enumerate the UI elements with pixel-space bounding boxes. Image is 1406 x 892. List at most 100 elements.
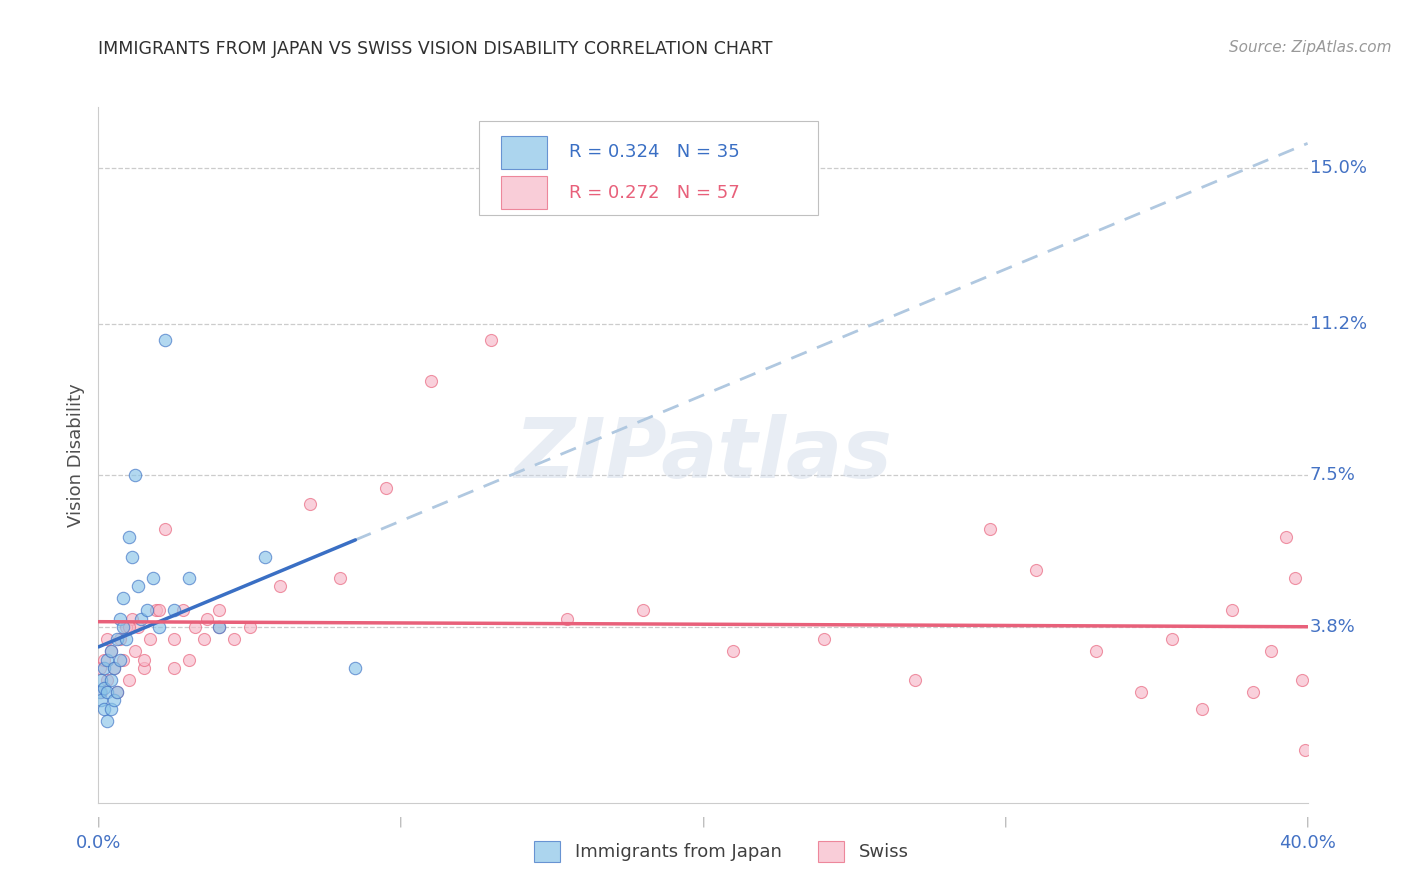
Point xyxy=(135,603,157,617)
Point xyxy=(118,620,141,634)
Point xyxy=(96,673,118,687)
Point xyxy=(127,620,149,634)
Point xyxy=(142,571,165,585)
Point xyxy=(153,522,176,536)
Point xyxy=(96,685,118,699)
Point xyxy=(979,522,1001,536)
Text: 15.0%: 15.0% xyxy=(1310,160,1367,178)
Point xyxy=(93,661,115,675)
Point xyxy=(132,652,155,666)
Point xyxy=(1294,742,1316,756)
Point xyxy=(121,550,143,565)
Point xyxy=(108,612,131,626)
Point xyxy=(1241,685,1264,699)
FancyBboxPatch shape xyxy=(479,121,818,215)
Point xyxy=(124,644,146,658)
Point xyxy=(163,632,186,646)
Text: Immigrants from Japan: Immigrants from Japan xyxy=(575,843,782,861)
Point xyxy=(103,661,125,675)
Text: 40.0%: 40.0% xyxy=(1279,834,1336,852)
Point xyxy=(904,673,927,687)
Point xyxy=(111,652,134,666)
Point xyxy=(329,571,352,585)
Point xyxy=(1085,644,1108,658)
Point xyxy=(163,661,186,675)
Point xyxy=(1260,644,1282,658)
Point xyxy=(89,661,111,675)
Point xyxy=(89,685,111,699)
Point xyxy=(177,652,201,666)
Point xyxy=(129,612,152,626)
Text: 11.2%: 11.2% xyxy=(1310,315,1367,333)
Point xyxy=(1191,701,1213,715)
Point xyxy=(111,591,134,606)
Point xyxy=(100,644,122,658)
Point xyxy=(195,612,218,626)
Point xyxy=(631,603,654,617)
Point xyxy=(111,620,134,634)
Point xyxy=(148,603,170,617)
Point xyxy=(103,693,125,707)
Point xyxy=(108,632,131,646)
Bar xyxy=(818,841,845,862)
Point xyxy=(127,579,149,593)
Point xyxy=(118,673,141,687)
Point xyxy=(100,644,122,658)
Point xyxy=(90,693,112,707)
Text: 7.5%: 7.5% xyxy=(1310,467,1355,484)
Point xyxy=(177,571,201,585)
Point xyxy=(132,661,155,675)
Text: Source: ZipAtlas.com: Source: ZipAtlas.com xyxy=(1229,40,1392,55)
Point xyxy=(96,632,118,646)
Point xyxy=(813,632,835,646)
Point xyxy=(1160,632,1182,646)
Point xyxy=(163,603,186,617)
Point xyxy=(108,652,131,666)
Point xyxy=(103,661,125,675)
Text: ZIPatlas: ZIPatlas xyxy=(515,415,891,495)
Point xyxy=(208,620,231,634)
Point xyxy=(96,714,118,728)
Text: |: | xyxy=(702,817,704,827)
Point xyxy=(148,620,170,634)
Point xyxy=(124,468,146,483)
Point xyxy=(114,620,136,634)
Point xyxy=(239,620,262,634)
Point xyxy=(100,673,122,687)
Y-axis label: Vision Disability: Vision Disability xyxy=(66,383,84,527)
Point xyxy=(419,374,441,388)
Point xyxy=(93,681,115,696)
Point xyxy=(1275,530,1298,544)
Point xyxy=(1130,685,1153,699)
Point xyxy=(118,530,141,544)
Point xyxy=(96,652,118,666)
Bar xyxy=(501,176,547,210)
Text: |: | xyxy=(1306,817,1309,827)
Point xyxy=(105,632,128,646)
Text: |: | xyxy=(97,817,100,827)
Point xyxy=(105,685,128,699)
Point xyxy=(93,701,115,715)
Point xyxy=(153,334,176,348)
Point xyxy=(100,701,122,715)
Point xyxy=(114,632,136,646)
Point xyxy=(1220,603,1243,617)
Point xyxy=(374,481,396,495)
Point xyxy=(344,661,367,675)
Point xyxy=(269,579,291,593)
Bar xyxy=(501,136,547,169)
Point xyxy=(184,620,207,634)
Point xyxy=(208,620,231,634)
Point xyxy=(121,612,143,626)
Point xyxy=(90,673,112,687)
Point xyxy=(481,334,503,348)
Text: Swiss: Swiss xyxy=(859,843,910,861)
Text: IMMIGRANTS FROM JAPAN VS SWISS VISION DISABILITY CORRELATION CHART: IMMIGRANTS FROM JAPAN VS SWISS VISION DI… xyxy=(98,40,773,58)
Text: |: | xyxy=(1004,817,1007,827)
Point xyxy=(139,632,162,646)
Text: 0.0%: 0.0% xyxy=(76,834,121,852)
Text: 3.8%: 3.8% xyxy=(1310,618,1355,636)
Point xyxy=(145,603,167,617)
Text: R = 0.272   N = 57: R = 0.272 N = 57 xyxy=(569,184,740,202)
Point xyxy=(555,612,578,626)
